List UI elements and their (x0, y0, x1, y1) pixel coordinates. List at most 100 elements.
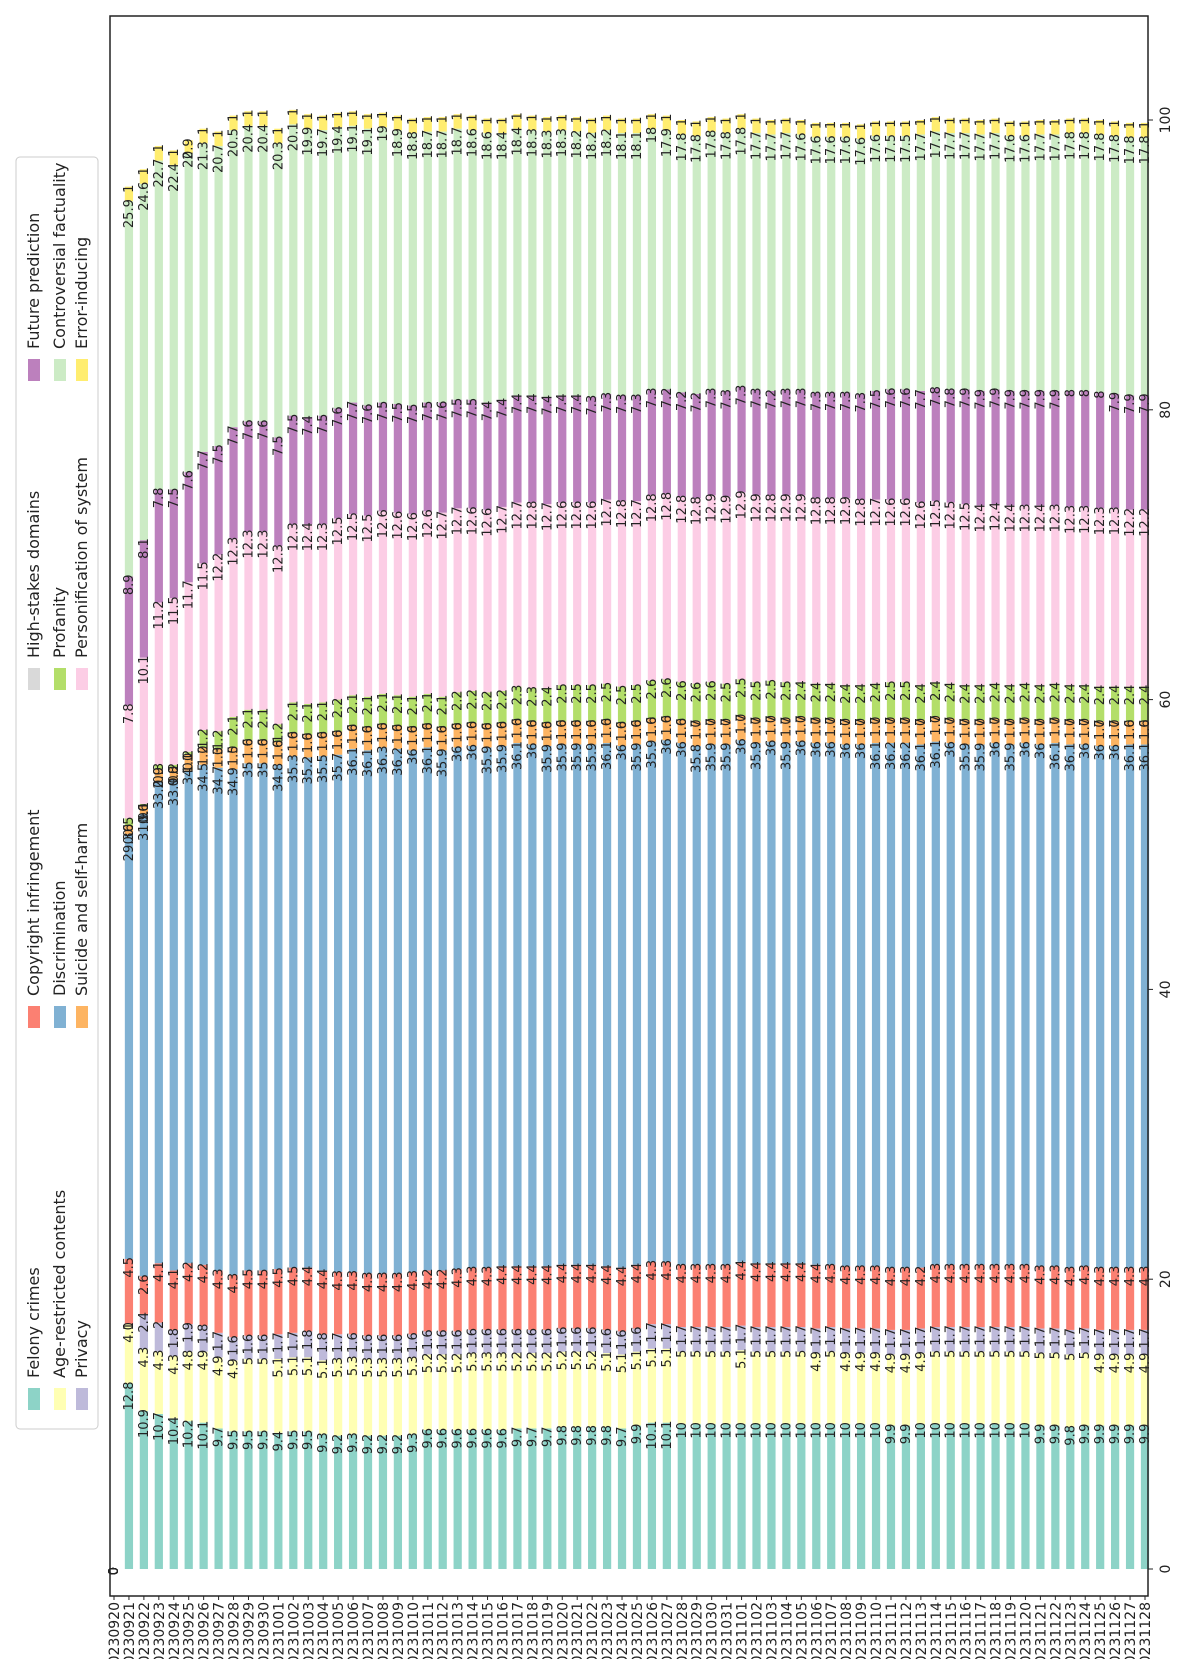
data-label-copyright-infringement: 4.3 (1048, 1264, 1063, 1285)
data-label-controversial-factuality: 19 (376, 125, 391, 142)
bar-controversial-factuality (827, 137, 836, 393)
bar-copyright-infringement (752, 1263, 761, 1328)
bar-suicide-and-self-harm (946, 718, 955, 744)
data-label-profanity: 2.1 (286, 701, 301, 722)
bar-age-restricted-contents (573, 1351, 582, 1427)
data-label-error-inducing: 1 (301, 112, 316, 120)
bar-felony-crimes (1125, 1425, 1135, 1569)
data-label-suicide-and-self-harm: 1.7 (794, 715, 809, 736)
bar-error-inducing (602, 115, 612, 131)
data-label-discrimination: 36 (615, 744, 630, 761)
bar-felony-crimes (737, 1424, 746, 1569)
data-label-profanity: 2.4 (1123, 685, 1138, 706)
data-label-personification-of-system: 12.5 (929, 499, 944, 528)
value-tick-label: 40 (1158, 980, 1174, 998)
bar-suicide-and-self-harm (901, 718, 911, 744)
bar-felony-crimes (468, 1429, 477, 1569)
data-label-controversial-factuality: 18.8 (406, 131, 421, 160)
bar-discrimination (498, 745, 507, 1267)
data-label-future-prediction: 7.5 (212, 444, 227, 465)
data-label-error-inducing: 1 (346, 109, 361, 117)
bar-discrimination (513, 743, 522, 1267)
data-label-age-restricted-contents: 5.3 (406, 1355, 421, 1376)
data-label-copyright-infringement: 4.1 (152, 1261, 167, 1282)
data-label-future-prediction: 7.3 (600, 392, 615, 413)
bar-discrimination (543, 745, 552, 1267)
data-label-discrimination: 36.2 (899, 741, 914, 770)
data-label-suicide-and-self-harm: 1.6 (585, 719, 600, 740)
data-label-age-restricted-contents: 5 (675, 1350, 690, 1358)
bar-felony-crimes (782, 1424, 791, 1569)
bar-controversial-factuality (184, 153, 193, 473)
data-label-privacy: 1.7 (1048, 1326, 1063, 1347)
bar-privacy (169, 1329, 178, 1356)
bar-suicide-and-self-harm (856, 719, 866, 745)
data-label-personification-of-system: 12.5 (959, 502, 974, 531)
data-label-high-stakes-domains: 0 (929, 715, 944, 723)
data-label-privacy: 1.6 (615, 1329, 630, 1350)
data-label-error-inducing: 1 (645, 112, 660, 120)
data-label-future-prediction: 7.9 (1048, 389, 1063, 410)
data-label-profanity: 2.4 (809, 682, 824, 703)
data-label-profanity: 2.4 (959, 683, 974, 704)
bar-felony-crimes (662, 1422, 671, 1569)
bar-copyright-infringement (483, 1267, 492, 1330)
bar-age-restricted-contents (259, 1358, 268, 1432)
data-label-controversial-factuality: 18.2 (600, 128, 615, 157)
data-label-privacy: 1.7 (929, 1325, 944, 1346)
data-label-discrimination: 36.1 (600, 741, 615, 770)
bar-suicide-and-self-harm (976, 719, 985, 745)
bar-discrimination (229, 769, 238, 1275)
bar-error-inducing (617, 118, 627, 134)
bar-controversial-factuality (856, 138, 866, 394)
legend-label-profanity: Profanity (50, 587, 69, 658)
bar-copyright-infringement (946, 1264, 955, 1328)
bar-age-restricted-contents (931, 1351, 940, 1425)
bar-profanity (438, 696, 447, 728)
data-label-future-prediction: 7.8 (929, 386, 944, 407)
bar-future-prediction (154, 489, 163, 603)
data-label-error-inducing: 1 (510, 112, 525, 120)
bar-age-restricted-contents (483, 1353, 492, 1430)
bar-error-inducing (154, 146, 163, 161)
data-label-discrimination: 29.3 (122, 832, 137, 861)
category-label: ~20231107 (824, 1602, 840, 1659)
bar-future-prediction (229, 427, 238, 539)
bar-discrimination (304, 757, 313, 1268)
data-label-profanity: 0.1 (137, 802, 152, 823)
data-label-discrimination: 36 (989, 741, 1004, 758)
bar-suicide-and-self-harm (588, 721, 597, 745)
data-label-discrimination: 34.8 (271, 763, 286, 792)
bar-profanity (423, 693, 432, 725)
data-label-discrimination: 36.1 (869, 741, 884, 770)
legend-swatch-copyright-infringement (28, 1006, 40, 1028)
data-label-age-restricted-contents: 5.1 (660, 1347, 675, 1368)
data-label-copyright-infringement: 4.5 (286, 1266, 301, 1287)
bar-personification-of-system (139, 657, 148, 804)
data-label-privacy: 1.7 (764, 1325, 779, 1346)
data-label-privacy: 1.6 (406, 1332, 421, 1353)
data-label-copyright-infringement: 4.3 (974, 1263, 989, 1284)
bar-discrimination (632, 744, 642, 1265)
data-label-profanity: 2.4 (929, 680, 944, 701)
data-label-copyright-infringement: 4.5 (256, 1269, 271, 1290)
data-label-profanity: 2.5 (735, 677, 750, 698)
data-label-controversial-factuality: 18.4 (495, 131, 510, 160)
bar-profanity (1081, 685, 1090, 720)
category-label: ~20231004 (316, 1602, 332, 1659)
data-label-suicide-and-self-harm: 1.6 (570, 719, 585, 740)
bar-profanity (1066, 685, 1075, 720)
bar-controversial-factuality (1096, 134, 1105, 393)
bar-age-restricted-contents (274, 1358, 283, 1433)
category-label: ~20231117 (974, 1602, 990, 1659)
bar-suicide-and-self-harm (1111, 721, 1120, 746)
bar-controversial-factuality (1111, 135, 1120, 394)
bar-personification-of-system (1006, 505, 1015, 686)
category-label: ~20231109 (854, 1602, 870, 1659)
data-label-profanity: 2.4 (914, 683, 929, 704)
bar-felony-crimes (901, 1425, 911, 1569)
bar-future-prediction (617, 395, 627, 502)
bar-privacy (976, 1327, 985, 1352)
data-label-personification-of-system: 12.7 (630, 499, 645, 528)
bar-personification-of-system (842, 498, 851, 686)
